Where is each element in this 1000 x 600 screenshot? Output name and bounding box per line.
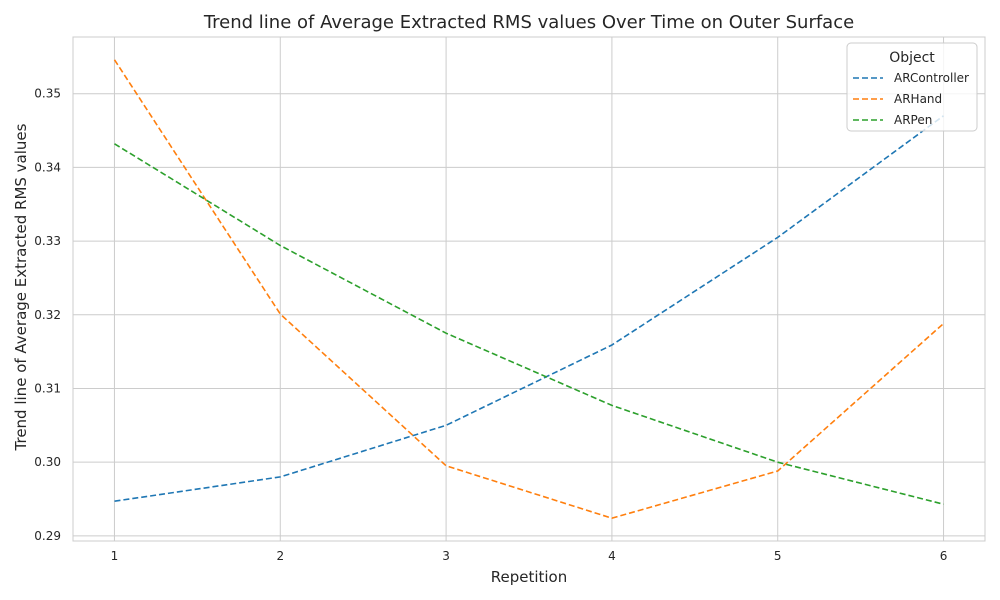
x-tick-label: 3	[442, 549, 450, 563]
series-line-arcontroller	[114, 115, 944, 502]
x-tick-label: 1	[111, 549, 119, 563]
legend: Object ARController ARHand ARPen	[846, 42, 978, 132]
legend-label-arcontroller: ARController	[894, 71, 969, 85]
plot-frame	[72, 36, 986, 542]
legend-title: Object	[889, 50, 935, 66]
x-tick-label: 6	[940, 549, 948, 563]
y-tick-label: 0.32	[34, 308, 61, 322]
legend-label-arhand: ARHand	[894, 92, 942, 106]
tick-labels: 1 2 3 4 5 6 0.29 0.30 0.31 0.32 0.33 0.34 0.35	[34, 87, 947, 563]
y-tick-label: 0.30	[34, 455, 61, 469]
series-line-arpen	[114, 143, 944, 505]
legend-items: ARController ARHand ARPen	[853, 71, 969, 127]
x-tick-label: 4	[608, 549, 616, 563]
y-tick-label: 0.35	[34, 87, 61, 101]
legend-box	[846, 42, 978, 132]
y-tick-label: 0.31	[34, 381, 61, 395]
y-tick-label: 0.29	[34, 529, 61, 543]
x-tick-label: 5	[774, 549, 782, 563]
x-axis-title: Repetition	[491, 568, 568, 586]
legend-label-arpen: ARPen	[894, 113, 932, 127]
y-axis-title: Trend line of Average Extracted RMS valu…	[12, 123, 30, 451]
y-tick-label: 0.33	[34, 234, 61, 248]
chart-title: Trend line of Average Extracted RMS valu…	[203, 12, 854, 33]
series-lines	[113, 59, 945, 520]
series-line-arhand	[113, 59, 945, 520]
x-tick-label: 2	[276, 549, 284, 563]
y-tick-label: 0.34	[34, 160, 61, 174]
